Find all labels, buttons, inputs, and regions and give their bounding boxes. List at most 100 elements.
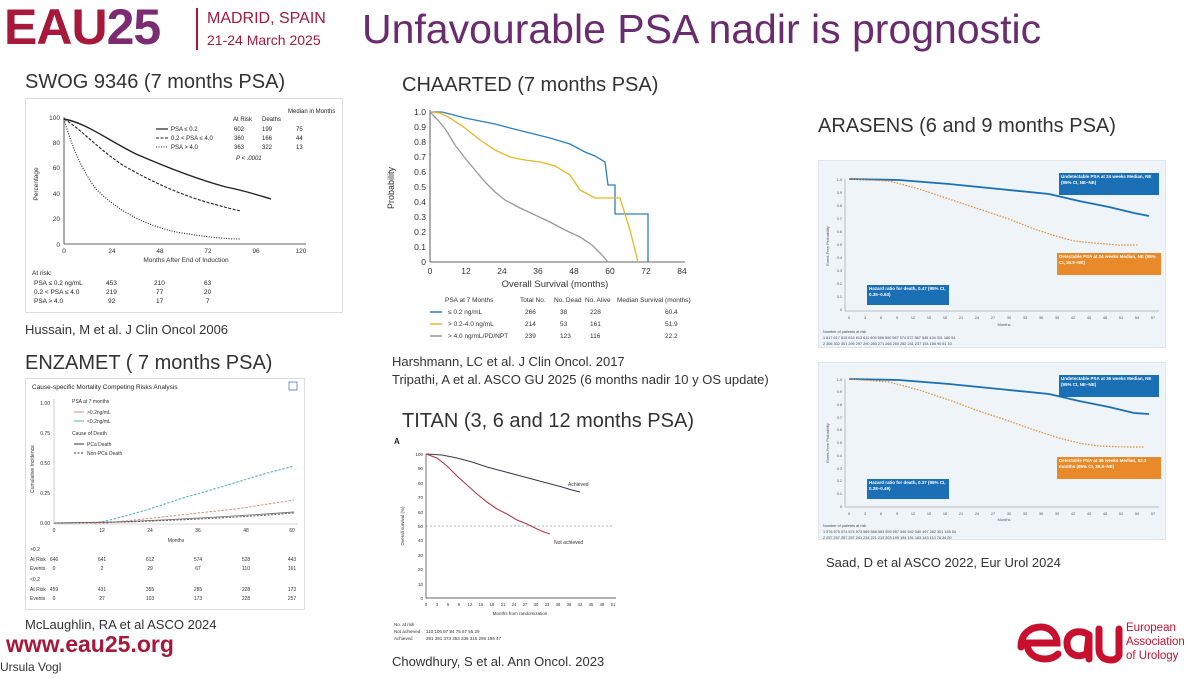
titan-xtick: 3 [436, 602, 439, 607]
chaarted-xtick: 72 [641, 266, 651, 276]
arasens-ytick: 0.5 [837, 243, 842, 247]
arasens-ylabel: Event-Free Probability [825, 226, 830, 266]
enzamet-risk-value: 355 [146, 587, 155, 593]
swog-atrisk-label: 0.2 < PSA ≤ 4.0 [34, 289, 80, 296]
arasens-xtick: 27 [991, 512, 995, 516]
titan-xtick: 45 [589, 602, 594, 607]
arasens-ytick: 0.9 [837, 191, 842, 195]
titan-xtick: 12 [468, 602, 473, 607]
arasens-xtick: 51 [1119, 316, 1123, 320]
arasens-24w-box-detectable-text: Detectable PSA at 24 weeks Median, NE (9… [1059, 254, 1156, 265]
titan-xtick: 18 [490, 602, 495, 607]
titan-xtick: 42 [578, 602, 583, 607]
slide-title: Unfavourable PSA nadir is prognostic [362, 6, 1042, 52]
chaarted-table-value: 228 [590, 309, 601, 316]
arasens-ytick: 0.1 [837, 295, 842, 299]
titan-ytick: 70 [418, 495, 424, 500]
arasens-xtick: 9 [896, 316, 898, 320]
enzamet-xtick: 0 [53, 528, 56, 534]
titan-xtick: 27 [523, 602, 528, 607]
chaarted-citation-1: Harshmann, LC et al. J Clin Oncol. 2017 [392, 354, 625, 369]
website-link[interactable]: www.eau25.org [6, 631, 174, 657]
enzamet-curve-pca-high [54, 465, 295, 524]
arasens-24w-risk-row: 2 306 302 301 299 297 290 280 271 266 26… [823, 342, 952, 346]
enzamet-risk-value: 161 [288, 566, 297, 572]
arasens-xtick: 21 [959, 316, 963, 320]
chaarted-table-header: No. Dead [554, 297, 582, 304]
swog-atrisk-value: 92 [108, 298, 116, 305]
enzamet-risk-value: 2 [101, 566, 104, 572]
chaarted-xtick: 24 [497, 266, 507, 276]
arasens-xtick: 45 [1087, 512, 1091, 516]
enzamet-risk-value: 257 [288, 596, 297, 602]
arasens-xtick: 51 [1119, 512, 1123, 516]
arasens-ytick: 0 [840, 505, 842, 509]
swog-atrisk-value: 77 [156, 289, 164, 296]
titan-label-achieved: Achieved [568, 482, 589, 488]
arasens-ytick: 0.3 [837, 467, 842, 471]
enzamet-legend-item: >0.2ng/mL [87, 410, 111, 416]
chaarted-table-value: 123 [560, 333, 571, 340]
meeting-city: MADRID, SPAIN [207, 10, 326, 27]
enzamet-risk-value: 173 [288, 587, 297, 593]
enzamet-curve-nonpca-2 [53, 512, 295, 524]
arasens-xtick: 54 [1135, 316, 1139, 320]
chaarted-table-value: 239 [525, 333, 536, 340]
titan-xtick: 33 [545, 602, 550, 607]
arasens-xtick: 15 [927, 512, 931, 516]
swog-atrisk-value: 20 [204, 289, 212, 296]
titan-xtick: 36 [556, 602, 561, 607]
titan-ytick: 20 [418, 567, 424, 572]
arasens-36w-box-detectable [1057, 457, 1161, 479]
arasens-ytick: 0.7 [837, 217, 842, 221]
enzamet-risk-value: 27 [99, 596, 105, 602]
titan-xtick: 9 [458, 602, 461, 607]
chaarted-ytick: 0.3 [414, 212, 426, 222]
swog-atrisk-value: 63 [204, 280, 212, 287]
swog-title: SWOG 9346 (7 months PSA) [25, 71, 286, 93]
presenter-name: Ursula Vogl [0, 660, 62, 674]
chaarted-table-label: > 4.0 ng/mL/PD/NPT [448, 333, 508, 340]
arasens-xtick: 15 [927, 316, 931, 320]
arasens-24w-box-undetectable [1059, 173, 1159, 195]
swog-xtick: 0 [62, 248, 66, 255]
chaarted-title: CHAARTED (7 months PSA) [402, 74, 659, 96]
swog-ytick: 60 [53, 165, 61, 172]
chaarted-table-value: 266 [525, 309, 536, 316]
swog-survival-plot: 100 80 60 40 20 0 0 24 48 72 96 120 Perc… [32, 109, 335, 305]
chaarted-table-value: 214 [525, 321, 536, 328]
swog-ytick: 40 [53, 191, 61, 198]
enzamet-risk-value: 110 [242, 566, 250, 572]
arasens-xtick: 30 [1007, 316, 1011, 320]
arasens-xtick: 42 [1071, 316, 1075, 320]
chaarted-table-header: PSA at 7 Months [445, 297, 494, 304]
titan-xtick: 39 [567, 602, 572, 607]
chaarted-ytick: 0.4 [414, 197, 426, 207]
expand-icon[interactable] [288, 381, 298, 391]
swog-xtick: 48 [156, 248, 164, 255]
arasens-24w-risk-title: Number of patients at risk [823, 330, 866, 334]
chaarted-table-header: Total No. [520, 297, 546, 304]
titan-xlabel: Months from randomization [493, 611, 548, 616]
enzamet-risk-value: 431 [98, 587, 107, 593]
arasens-ytick: 0.9 [837, 390, 842, 394]
titan-ytick: 100 [415, 452, 423, 457]
titan-ytick: 90 [418, 466, 424, 471]
chaarted-table-header: Median Survival (months) [617, 297, 691, 304]
titan-ytick: 60 [418, 510, 424, 515]
enzamet-chart: Cause-specific Mortality Competing Risks… [25, 378, 305, 610]
swog-legend-label: PSA ≤ 0.2 [171, 127, 198, 133]
enzamet-xtick: 12 [99, 528, 105, 534]
arasens-ytick: 0.4 [837, 256, 842, 260]
chaarted-survival-plot: 1.0 0.9 0.8 0.7 0.6 0.5 0.4 0.3 0.2 0.1 … [386, 107, 691, 340]
swog-legend-value: 363 [234, 145, 245, 151]
swog-curve-low [63, 118, 272, 200]
swog-atrisk-value: 210 [154, 280, 165, 287]
chaarted-ytick: 0.9 [414, 122, 426, 132]
swog-atrisk-value: 219 [106, 289, 117, 296]
eau-logo-mark [1017, 623, 1123, 664]
chaarted-table-label: > 0.2-4.0 ng/mL [448, 321, 494, 328]
enzamet-ytick: 0.50 [40, 461, 50, 467]
titan-title: TITAN (3, 6 and 12 months PSA) [402, 410, 694, 432]
arasens-xtick: 9 [896, 512, 898, 516]
